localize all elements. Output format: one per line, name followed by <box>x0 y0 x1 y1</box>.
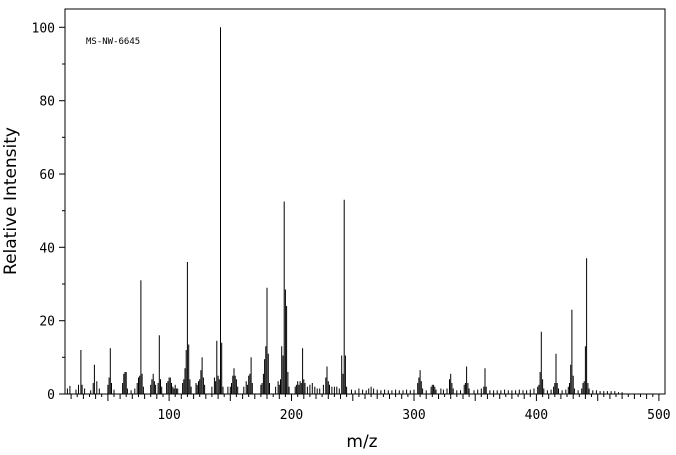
peak-bars <box>66 27 623 394</box>
x-tick-label: 100 <box>157 408 180 423</box>
y-tick-label: 60 <box>39 168 55 183</box>
x-axis-title: m/z <box>346 432 377 452</box>
x-axis-ticks: 100 200 300 400 500 <box>70 394 671 423</box>
x-tick-label: 200 <box>280 408 303 423</box>
y-tick-label: 80 <box>39 95 55 110</box>
y-tick-label: 0 <box>47 388 55 403</box>
y-tick-label: 40 <box>39 241 55 256</box>
spectrum-id-annotation: MS-NW-6645 <box>86 37 140 47</box>
y-tick-label: 100 <box>32 21 55 36</box>
x-tick-label: 400 <box>525 408 548 423</box>
y-axis-ticks: 0 20 40 60 80 100 <box>32 21 65 403</box>
y-axis-title: Relative Intensity <box>1 127 21 275</box>
x-tick-label: 500 <box>647 408 670 423</box>
x-tick-label: 300 <box>402 408 425 423</box>
y-tick-label: 20 <box>39 315 55 330</box>
plot-frame <box>64 8 666 395</box>
